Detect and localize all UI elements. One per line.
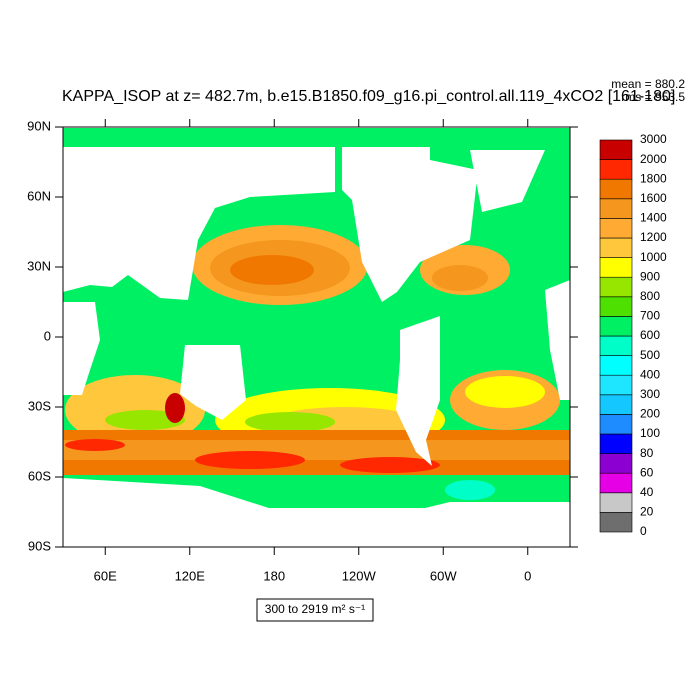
- colorbar-label: 600: [640, 328, 660, 342]
- colorbar-box: [599, 335, 633, 356]
- x-tick-label: 0: [524, 568, 531, 583]
- y-tick-label: 60S: [28, 468, 51, 483]
- mean-label: mean = 880.2: [611, 77, 685, 91]
- contour: [465, 376, 545, 408]
- y-tick-label: 90S: [28, 538, 51, 553]
- y-tick-label: 90N: [27, 118, 51, 133]
- colorbar-label: 80: [640, 446, 654, 460]
- land: [342, 147, 478, 302]
- title: KAPPA_ISOP at z= 482.7m, b.e15.B1850.f09…: [62, 88, 675, 105]
- colorbar-label: 1200: [640, 230, 667, 244]
- colorbar-label: 1400: [640, 211, 667, 225]
- contour: [63, 440, 570, 460]
- colorbar-label: 500: [640, 348, 660, 362]
- colorbar-label: 100: [640, 426, 660, 440]
- colorbar-box: [599, 296, 633, 317]
- colorbar-label: 900: [640, 269, 660, 283]
- colorbar-box: [599, 492, 633, 513]
- range-label: 300 to 2919 m² s⁻¹: [265, 602, 365, 616]
- colorbar-box: [599, 218, 633, 239]
- colorbar-box: [599, 453, 633, 474]
- colorbar-label: 400: [640, 367, 660, 381]
- colorbar-box: [599, 355, 633, 376]
- colorbar-label: 300: [640, 387, 660, 401]
- colorbar-box: [599, 374, 633, 396]
- land: [63, 147, 335, 300]
- colorbar-box: [599, 276, 633, 298]
- colorbar-box: [599, 139, 633, 160]
- x-tick-label: 120E: [175, 568, 206, 583]
- colorbar-label: 1000: [640, 250, 667, 264]
- colorbar-label: 700: [640, 309, 660, 323]
- land: [63, 478, 570, 547]
- contour: [195, 451, 305, 469]
- colorbar-box: [599, 316, 633, 337]
- colorbar-label: 800: [640, 289, 660, 303]
- colorbar-box: [599, 237, 633, 258]
- contour: [245, 412, 335, 432]
- land: [63, 302, 100, 395]
- x-tick-label: 120W: [342, 568, 377, 583]
- land: [396, 316, 440, 466]
- colorbar-label: 2000: [640, 152, 667, 166]
- contour: [445, 480, 495, 500]
- land: [180, 345, 246, 420]
- y-tick-label: 60N: [27, 188, 51, 203]
- contour: [165, 393, 185, 423]
- y-tick-label: 30S: [28, 398, 51, 413]
- colorbar-label: 20: [640, 505, 654, 519]
- colorbar-box: [599, 159, 633, 180]
- contour: [105, 410, 185, 430]
- colorbar-box: [599, 472, 633, 494]
- x-tick-label: 60W: [430, 568, 457, 583]
- colorbar-box: [599, 433, 633, 454]
- x-tick-label: 180: [263, 568, 285, 583]
- colorbar-label: 60: [640, 465, 654, 479]
- colorbar-box: [599, 394, 633, 415]
- colorbar-label: 1800: [640, 171, 667, 185]
- colorbar-box: [599, 414, 633, 435]
- range-box: [256, 598, 374, 622]
- contour: [432, 265, 488, 291]
- contour: [340, 457, 440, 473]
- x-tick-label: 60E: [94, 568, 117, 583]
- contour: [65, 439, 125, 451]
- colorbar-label: 200: [640, 407, 660, 421]
- colorbar-label: 40: [640, 485, 654, 499]
- y-tick-label: 0: [44, 328, 51, 343]
- land: [470, 150, 545, 212]
- colorbar-box: [599, 178, 633, 200]
- contour: [230, 255, 314, 285]
- colorbar-box: [599, 198, 633, 219]
- rms-label: rms = 953.5: [621, 90, 685, 104]
- land: [545, 280, 570, 400]
- colorbar-label: 3000: [640, 132, 667, 146]
- colorbar-label: 0: [640, 524, 647, 538]
- map-field: [62, 126, 571, 548]
- colorbar-box: [599, 512, 633, 533]
- y-tick-label: 30N: [27, 258, 51, 273]
- colorbar-label: 1600: [640, 191, 667, 205]
- colorbar-box: [599, 257, 633, 278]
